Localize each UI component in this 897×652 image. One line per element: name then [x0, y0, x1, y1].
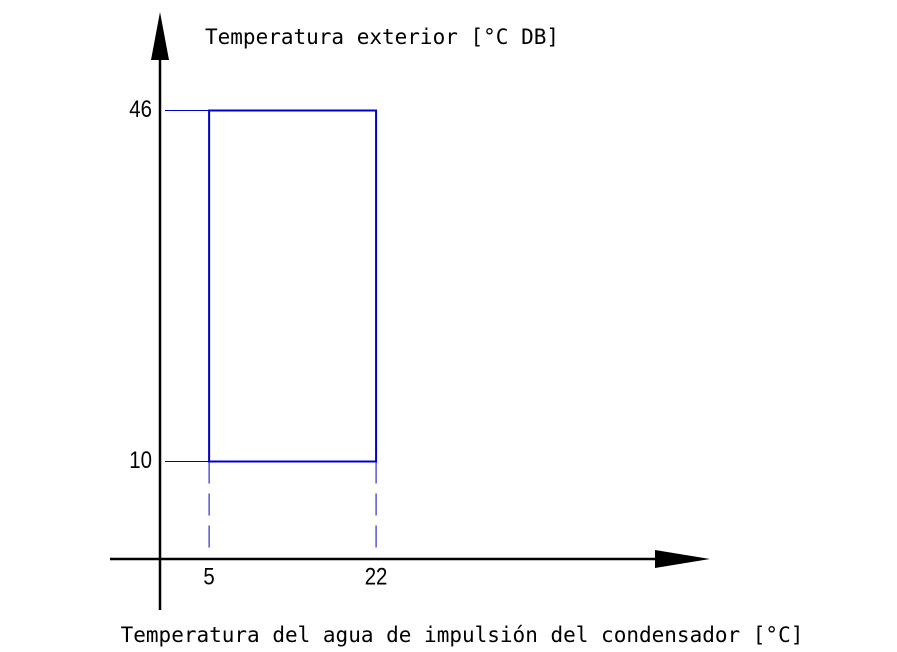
y-axis-label: Temperatura exterior [°C DB]: [205, 25, 559, 49]
y-tick-label: 10: [129, 446, 152, 473]
operating-range: [208, 109, 378, 463]
y-tick-label: 46: [129, 95, 152, 122]
x-axis-arrow: [655, 550, 710, 568]
x-tick-label: 5: [203, 563, 214, 590]
y-axis-arrow: [151, 12, 169, 60]
x-tick-label: 22: [365, 563, 388, 590]
x-axis-label: Temperatura del agua de impulsión del co…: [121, 623, 804, 647]
